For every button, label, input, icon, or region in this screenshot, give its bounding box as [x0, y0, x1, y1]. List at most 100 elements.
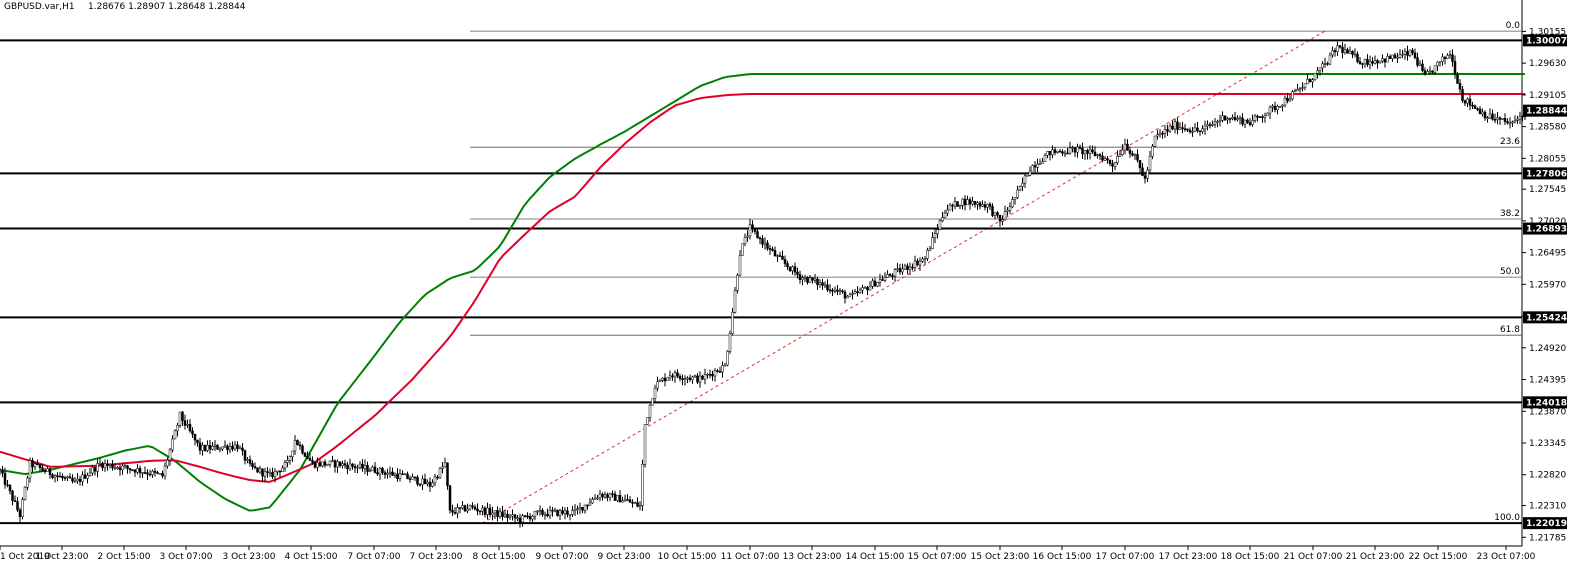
candle-body	[301, 445, 304, 454]
candle-body	[1181, 127, 1184, 129]
candle-body	[1088, 149, 1092, 154]
y-tick-label: 1.28580	[1529, 123, 1566, 133]
candle-body	[236, 444, 239, 449]
price-axis[interactable]: 1.30155 1.29630 1.29105 1.28580 1.28055 1.275…	[1522, 27, 1566, 543]
candle-body	[858, 289, 862, 294]
fib-level-label: 38.2	[1500, 209, 1520, 219]
x-tick-label: 1 Oct 23:00	[36, 552, 89, 562]
candle-body	[1383, 58, 1387, 63]
candle-body	[1381, 58, 1384, 62]
candle-body	[1373, 60, 1377, 64]
candle-body	[428, 481, 432, 487]
candle-body	[691, 376, 694, 381]
candle-body	[608, 493, 612, 498]
candle-body	[698, 375, 702, 383]
x-tick-label: 18 Oct 15:00	[1221, 552, 1280, 562]
candle-body	[1251, 120, 1254, 125]
candle-body	[163, 465, 167, 477]
candle-body	[441, 466, 444, 469]
candle-body	[886, 274, 889, 278]
y-tick-label: 1.29105	[1529, 91, 1566, 101]
candle-body	[1001, 219, 1004, 222]
candle-body	[1421, 63, 1424, 71]
candle-body	[1351, 50, 1354, 55]
candle-body	[1108, 159, 1112, 164]
candle-body	[8, 485, 12, 492]
plot-area[interactable]	[0, 0, 1522, 546]
candle-body	[588, 502, 592, 506]
candle-body	[1061, 151, 1064, 154]
candle-body	[1138, 160, 1142, 169]
candle-body	[941, 217, 944, 222]
candle-body	[1076, 146, 1079, 153]
candle-body	[31, 460, 34, 468]
candle-body	[141, 472, 144, 474]
candle-body	[216, 444, 219, 450]
candle-body	[206, 444, 209, 451]
candle-body	[483, 507, 487, 515]
candle-body	[803, 277, 807, 279]
candle-body	[1431, 70, 1434, 73]
candle-body	[601, 493, 604, 498]
candle-body	[741, 243, 744, 256]
candle-body	[303, 452, 307, 457]
candle-body	[988, 203, 992, 207]
candle-body	[553, 509, 557, 512]
candle-body	[471, 505, 474, 508]
candle-body	[358, 463, 362, 468]
candle-body	[188, 424, 192, 432]
candle-body	[918, 260, 922, 266]
x-tick-label: 17 Oct 07:00	[1096, 552, 1155, 562]
x-tick-label: 23 Oct 07:00	[1477, 552, 1536, 562]
candle-body	[191, 430, 194, 435]
candle-body	[883, 277, 887, 281]
x-tick-label: 14 Oct 15:00	[846, 552, 905, 562]
candle-body	[893, 269, 897, 277]
candle-body	[798, 274, 802, 280]
candle-body	[1026, 175, 1029, 177]
candle-body	[968, 199, 972, 205]
candle-body	[1313, 72, 1317, 80]
candle-body	[833, 289, 837, 292]
candle-body	[433, 476, 437, 484]
candle-body	[1338, 45, 1342, 48]
candle-body	[226, 445, 229, 451]
candle-body	[1191, 131, 1194, 133]
candle-body	[706, 373, 709, 376]
x-tick-label: 21 Oct 07:00	[1284, 552, 1343, 562]
candle-body	[748, 224, 752, 237]
candle-body	[108, 463, 112, 466]
candle-body	[826, 284, 829, 291]
candle-body	[1443, 56, 1447, 59]
candle-body	[1208, 124, 1212, 126]
candle-body	[1451, 54, 1454, 62]
candle-body	[1438, 61, 1442, 63]
candle-body	[6, 484, 9, 486]
candle-body	[501, 511, 504, 517]
candle-body	[241, 447, 244, 451]
candle-body	[48, 468, 52, 475]
candle-body	[1243, 119, 1247, 125]
moving-average-line	[0, 73, 1525, 512]
candle-body	[528, 516, 532, 520]
candle-body	[1028, 170, 1032, 176]
candle-body	[1481, 111, 1484, 115]
candle-body	[318, 462, 322, 467]
candle-body	[61, 475, 64, 478]
candle-body	[596, 497, 599, 500]
candle-body	[1148, 155, 1152, 171]
candle-body	[1318, 67, 1322, 72]
candle-body	[448, 485, 452, 511]
candle-body	[151, 470, 154, 475]
candle-body	[911, 266, 914, 269]
candle-body	[1066, 152, 1069, 155]
horizontal-levels[interactable]	[0, 39, 1522, 525]
ohlc-readout: 1.28676 1.28907 1.28648 1.28844	[88, 2, 246, 12]
candle-body	[996, 212, 999, 216]
candle-body	[821, 282, 824, 286]
candle-body	[1356, 53, 1359, 62]
fibonacci-retracement[interactable]: 0.0 23.6 38.2 50.0 61.8 100.0	[470, 21, 1522, 524]
